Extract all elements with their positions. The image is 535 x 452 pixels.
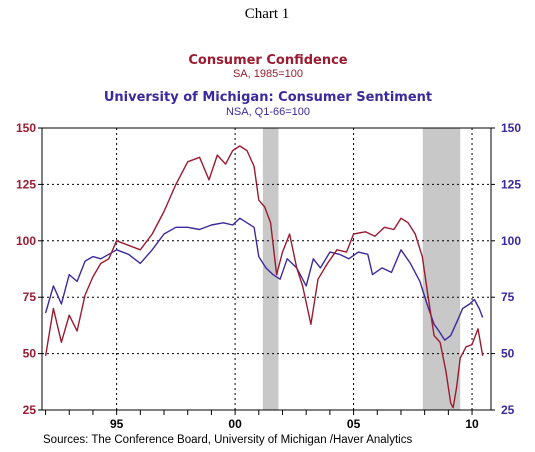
- series1-subtitle: SA, 1985=100: [233, 68, 303, 80]
- axis-ticks-group: [38, 127, 495, 415]
- ytick-right-label: 50: [501, 347, 515, 361]
- ytick-left-label: 125: [16, 177, 36, 191]
- ytick-right-label: 75: [501, 290, 515, 304]
- recession-shading-group: [262, 128, 461, 410]
- ytick-right-label: 125: [501, 177, 521, 191]
- series2-subtitle: NSA, Q1-66=100: [226, 106, 310, 118]
- ytick-left-label: 50: [23, 347, 37, 361]
- xtick-label: 00: [228, 417, 242, 431]
- ytick-left-label: 75: [23, 290, 37, 304]
- series-lines-group: [44, 145, 484, 409]
- ytick-left-label: 25: [23, 403, 37, 417]
- plot-frame: [41, 127, 492, 411]
- xtick-label: 10: [465, 417, 479, 431]
- xtick-label: 95: [110, 417, 124, 431]
- consumer-confidence-line: [44, 145, 484, 409]
- series1-title: Consumer Confidence: [188, 53, 347, 68]
- axis-labels-group: 95 00 05 10 25 25 50 50 75 75 100 100 125 125 150 150: [16, 121, 521, 431]
- recession-band-2: [422, 128, 461, 410]
- ytick-left-label: 150: [16, 121, 36, 135]
- recession-band-1: [262, 128, 279, 410]
- chart-label: Chart 1: [245, 6, 290, 22]
- source-note: Sources: The Conference Board, Universit…: [43, 434, 412, 446]
- consumer-sentiment-line: [44, 217, 484, 341]
- series2-title: University of Michigan: Consumer Sentime…: [104, 90, 432, 105]
- ytick-right-label: 150: [501, 121, 521, 135]
- ytick-right-label: 25: [501, 403, 515, 417]
- grid-group: [42, 128, 491, 410]
- ytick-right-label: 100: [501, 234, 521, 248]
- xtick-label: 05: [347, 417, 361, 431]
- ytick-left-label: 100: [16, 234, 36, 248]
